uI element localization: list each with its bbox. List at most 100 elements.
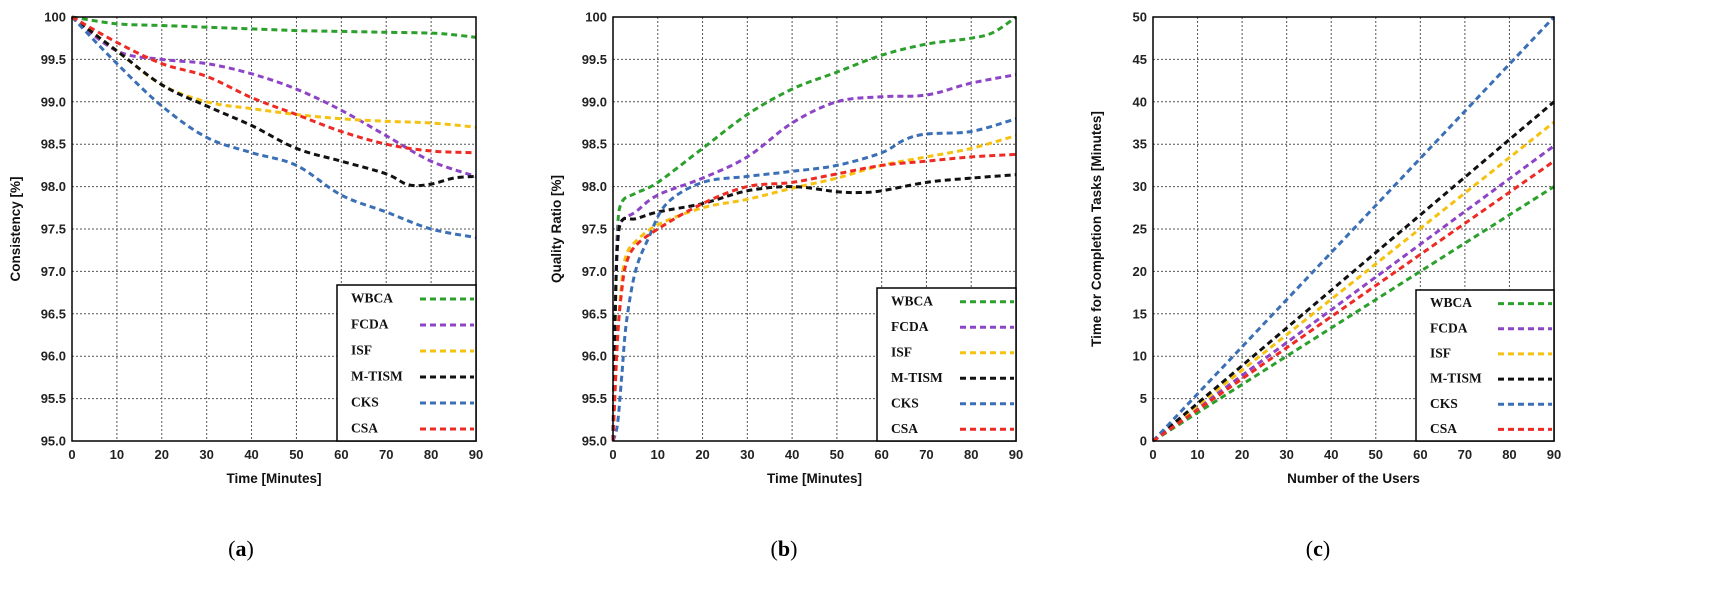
panel-label: (a) — [228, 536, 254, 561]
x-tick-label: 40 — [1324, 447, 1338, 462]
y-tick-label: 45 — [1133, 52, 1147, 67]
x-tick-label: 80 — [424, 447, 438, 462]
panel-letter: c — [1313, 536, 1323, 561]
y-tick-label: 35 — [1133, 137, 1147, 152]
x-tick-label: 80 — [964, 447, 978, 462]
x-tick-label: 60 — [1413, 447, 1427, 462]
plot-frame — [71, 16, 477, 442]
y-tick-label: 99.0 — [582, 94, 607, 109]
legend-box — [876, 287, 1017, 442]
y-tick-label: 96.0 — [582, 349, 607, 364]
legend: WBCA FCDA ISF M-TISM CKS CSA — [1415, 289, 1555, 442]
y-tick-label: 100 — [44, 10, 66, 25]
legend-label-isf: ISF — [1430, 345, 1451, 360]
x-tick-label: 40 — [785, 447, 799, 462]
series-line-csa — [71, 15, 477, 155]
x-tick-label: 10 — [651, 447, 665, 462]
legend-label-m-tism: M-TISM — [891, 370, 943, 385]
x-tick-label: 30 — [1279, 447, 1293, 462]
x-tick-label: 30 — [199, 447, 213, 462]
x-axis-title: Number of the Users — [1287, 471, 1420, 486]
panel-label: (c) — [1306, 536, 1330, 561]
y-tick-label: 97.5 — [582, 222, 607, 237]
legend-label-wbca: WBCA — [1430, 295, 1472, 310]
y-tick-label: 20 — [1133, 264, 1147, 279]
series-line-cks — [70, 15, 477, 239]
series-line-m-tism — [611, 173, 1017, 442]
y-tick-label: 95.0 — [582, 434, 607, 449]
x-tick-label: 70 — [379, 447, 393, 462]
series-line-isf — [1152, 121, 1555, 443]
x-tick-label: 90 — [1547, 447, 1561, 462]
y-tick-label: 95.5 — [582, 391, 607, 406]
y-tick-label: 96.0 — [41, 349, 66, 364]
legend-label-m-tism: M-TISM — [1430, 371, 1482, 386]
plot-frame — [1152, 16, 1555, 442]
y-axis-title: Quality Ratio [%] — [549, 175, 564, 283]
y-tick-label: 95.0 — [41, 434, 66, 449]
series-line-fcda — [1152, 144, 1555, 443]
legend: WBCA FCDA ISF M-TISM CKS CSA — [876, 287, 1017, 442]
plot-frame — [612, 16, 1017, 442]
y-tick-label: 96.5 — [41, 306, 66, 321]
y-tick-label: 0 — [1140, 434, 1147, 449]
x-tick-label: 60 — [874, 447, 888, 462]
legend: WBCA FCDA ISF M-TISM CKS CSA — [336, 284, 477, 442]
legend-box — [336, 284, 477, 442]
x-tick-label: 50 — [1369, 447, 1383, 462]
legend-label-fcda: FCDA — [351, 317, 389, 332]
legend-label-isf: ISF — [351, 343, 372, 358]
y-tick-label: 10 — [1133, 349, 1147, 364]
legend-label-fcda: FCDA — [1430, 320, 1468, 335]
x-tick-label: 90 — [469, 447, 483, 462]
y-tick-label: 15 — [1133, 306, 1147, 321]
x-tick-label: 70 — [919, 447, 933, 462]
x-tick-label: 0 — [68, 447, 75, 462]
legend-label-cks: CKS — [1430, 396, 1458, 411]
chart-panel-c: 0 10 20 30 40 50 60 70 80 90 0 5 10 15 20 25 30 35 40 45 50 W… — [1089, 10, 1561, 562]
legend-label-csa: CSA — [351, 421, 378, 436]
series-line-m-tism — [71, 15, 477, 188]
y-tick-label: 25 — [1133, 222, 1147, 237]
y-tick-label: 95.5 — [41, 391, 66, 406]
y-tick-label: 98.0 — [41, 179, 66, 194]
y-axis-title: Time for Completion Tasks [Minutes] — [1089, 111, 1104, 347]
x-tick-label: 0 — [609, 447, 616, 462]
x-tick-label: 20 — [695, 447, 709, 462]
series-line-wbca — [1152, 185, 1555, 443]
series-line-m-tism — [1152, 100, 1555, 443]
legend-label-cks: CKS — [351, 395, 379, 410]
x-tick-label: 20 — [1235, 447, 1249, 462]
legend-box — [1415, 289, 1555, 442]
panel-label: (b) — [771, 536, 798, 561]
x-tick-label: 20 — [155, 447, 169, 462]
x-tick-label: 60 — [334, 447, 348, 462]
x-tick-label: 70 — [1458, 447, 1472, 462]
y-tick-label: 30 — [1133, 179, 1147, 194]
y-tick-label: 99.5 — [41, 52, 66, 67]
panel-letter: b — [778, 536, 790, 561]
y-tick-label: 99.0 — [41, 94, 66, 109]
x-tick-label: 50 — [289, 447, 303, 462]
y-tick-label: 98.5 — [41, 137, 66, 152]
x-axis-title: Time [Minutes] — [226, 471, 321, 486]
y-tick-label: 40 — [1133, 94, 1147, 109]
y-tick-label: 97.0 — [582, 264, 607, 279]
legend-label-csa: CSA — [891, 421, 918, 436]
y-tick-label: 100 — [585, 10, 607, 25]
series-line-wbca — [611, 15, 1017, 442]
y-tick-label: 50 — [1133, 10, 1147, 25]
y-tick-label: 97.5 — [41, 222, 66, 237]
y-tick-label: 97.0 — [41, 264, 66, 279]
y-tick-label: 98.0 — [582, 179, 607, 194]
x-axis-title: Time [Minutes] — [767, 471, 862, 486]
series-line-cks — [1151, 15, 1556, 443]
legend-label-wbca: WBCA — [351, 291, 393, 306]
legend-label-isf: ISF — [891, 344, 912, 359]
y-tick-label: 99.5 — [582, 52, 607, 67]
legend-label-cks: CKS — [891, 395, 919, 410]
x-tick-label: 80 — [1502, 447, 1516, 462]
panel-letter: a — [236, 536, 247, 561]
x-tick-label: 10 — [1190, 447, 1204, 462]
